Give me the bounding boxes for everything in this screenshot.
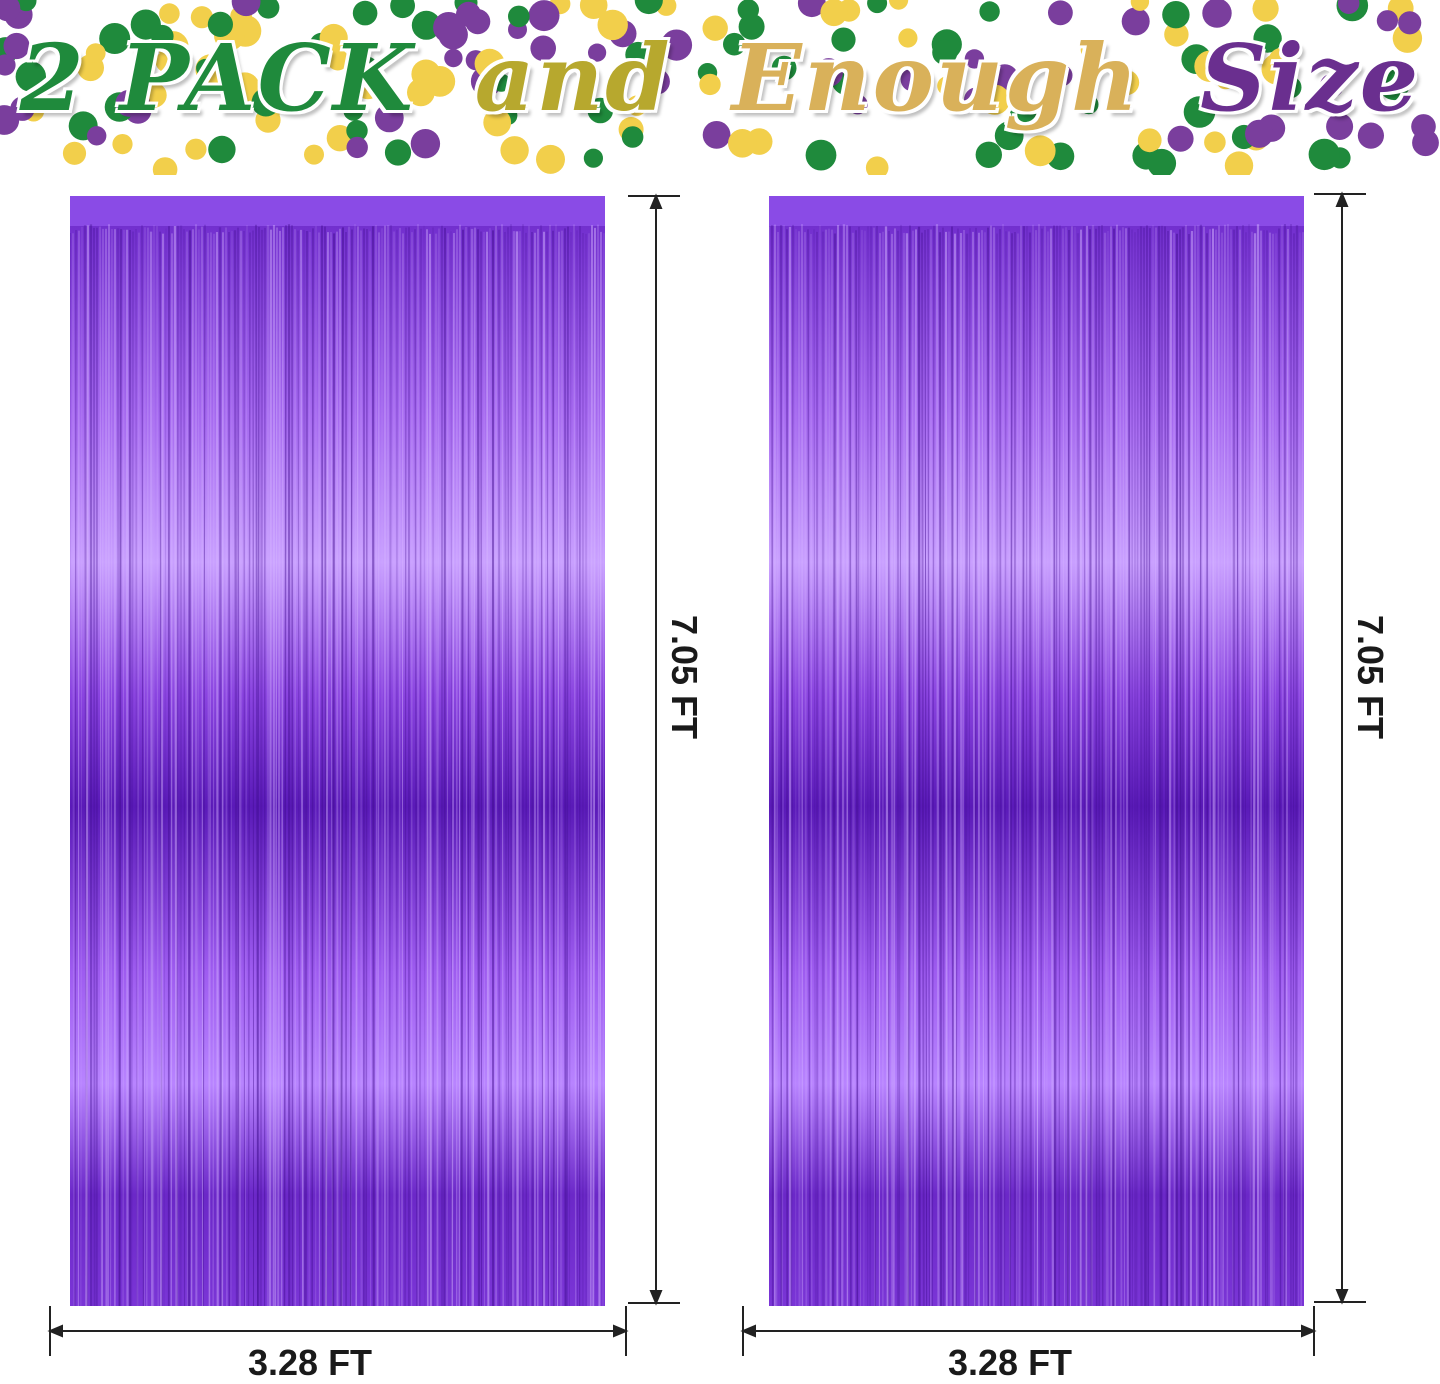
width-label-left: 3.28 FT	[248, 1342, 372, 1384]
height-label-right: 7.05 FT	[1349, 615, 1391, 739]
height-label-left: 7.05 FT	[663, 615, 705, 739]
width-label-right: 3.28 FT	[948, 1342, 1072, 1384]
